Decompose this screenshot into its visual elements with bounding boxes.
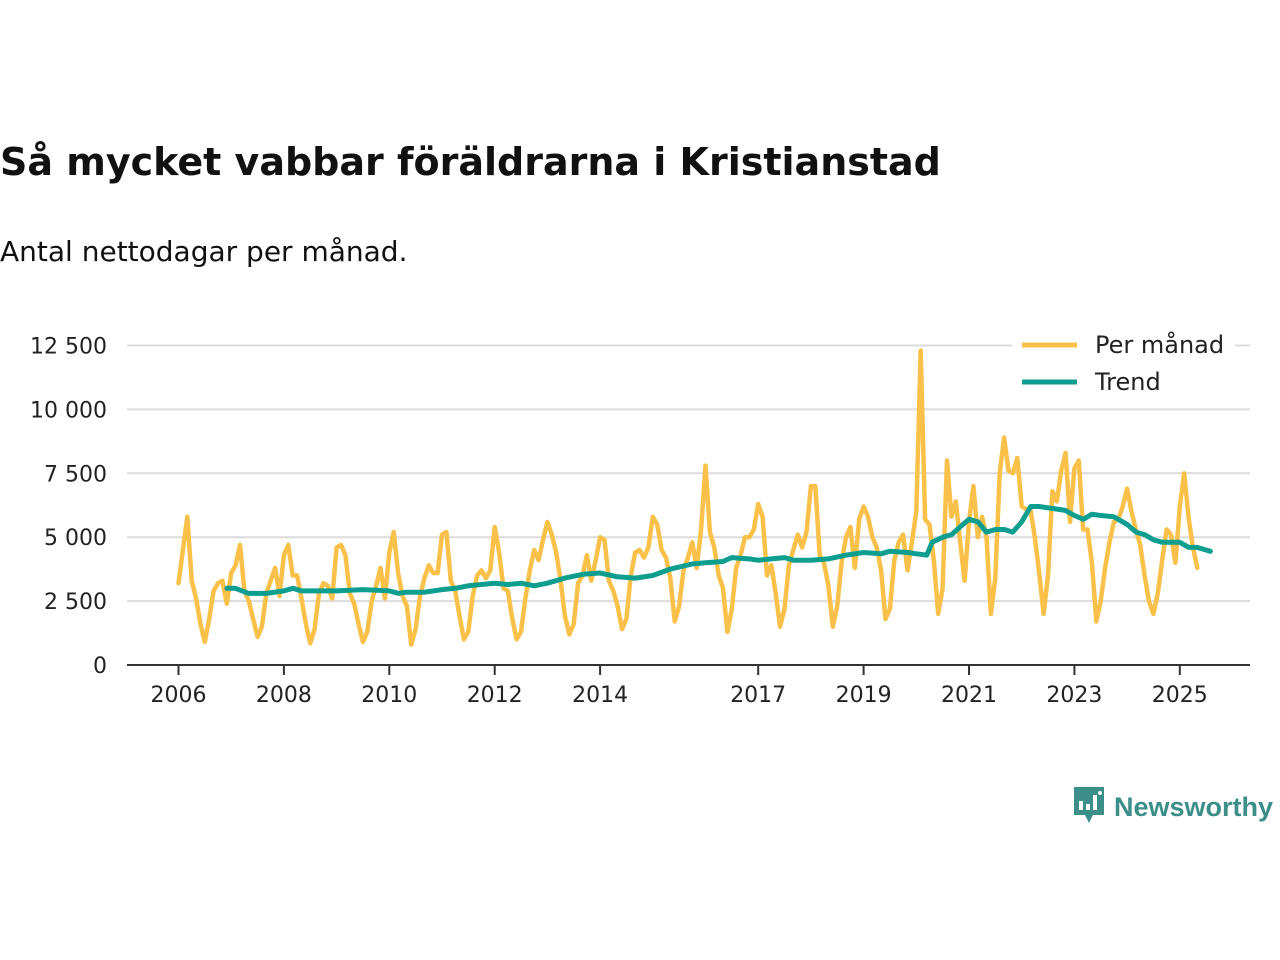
- y-axis-ticks: 0 2 500 5 000 7 500 10 000 12 500: [30, 335, 107, 680]
- x-tick-label: 2023: [1046, 683, 1102, 708]
- chart-title: Så mycket vabbar föräldrarna i Kristians…: [0, 140, 941, 184]
- x-tick-label: 2012: [467, 683, 523, 708]
- y-tick-label: 0: [93, 654, 107, 679]
- y-tick-label: 10 000: [30, 398, 107, 423]
- y-tick-label: 2 500: [44, 590, 107, 615]
- legend-background: [1012, 322, 1235, 402]
- brand-name: Newsworthy: [1114, 791, 1274, 822]
- legend: Per månad Trend: [1012, 322, 1235, 402]
- y-tick-label: 12 500: [30, 335, 107, 360]
- y-tick-label: 5 000: [44, 526, 107, 551]
- x-tick-label: 2006: [151, 683, 207, 708]
- x-tick-label: 2021: [941, 683, 997, 708]
- x-tick-label: 2008: [256, 683, 312, 708]
- brand-logo: Newsworthy: [1072, 786, 1273, 828]
- chart-subtitle: Antal nettodagar per månad.: [0, 235, 408, 268]
- x-tick-label: 2010: [361, 683, 417, 708]
- series-line-trend: [224, 504, 1213, 596]
- legend-label-trend: Trend: [1094, 368, 1161, 396]
- legend-label-monthly: Per månad: [1095, 330, 1224, 359]
- x-tick-label: 2019: [836, 683, 892, 708]
- bar-chart-speech-bubble-icon: [1072, 784, 1106, 830]
- y-tick-label: 7 500: [44, 462, 107, 487]
- series-layer: [176, 348, 1213, 647]
- x-tick-label: 2017: [730, 683, 786, 708]
- x-axis-ticks: 2006 2008 2010 2012 2014 2017 2019 2021 2023 2025: [151, 665, 1208, 708]
- x-tick-label: 2014: [572, 683, 628, 708]
- x-tick-label: 2025: [1152, 683, 1208, 708]
